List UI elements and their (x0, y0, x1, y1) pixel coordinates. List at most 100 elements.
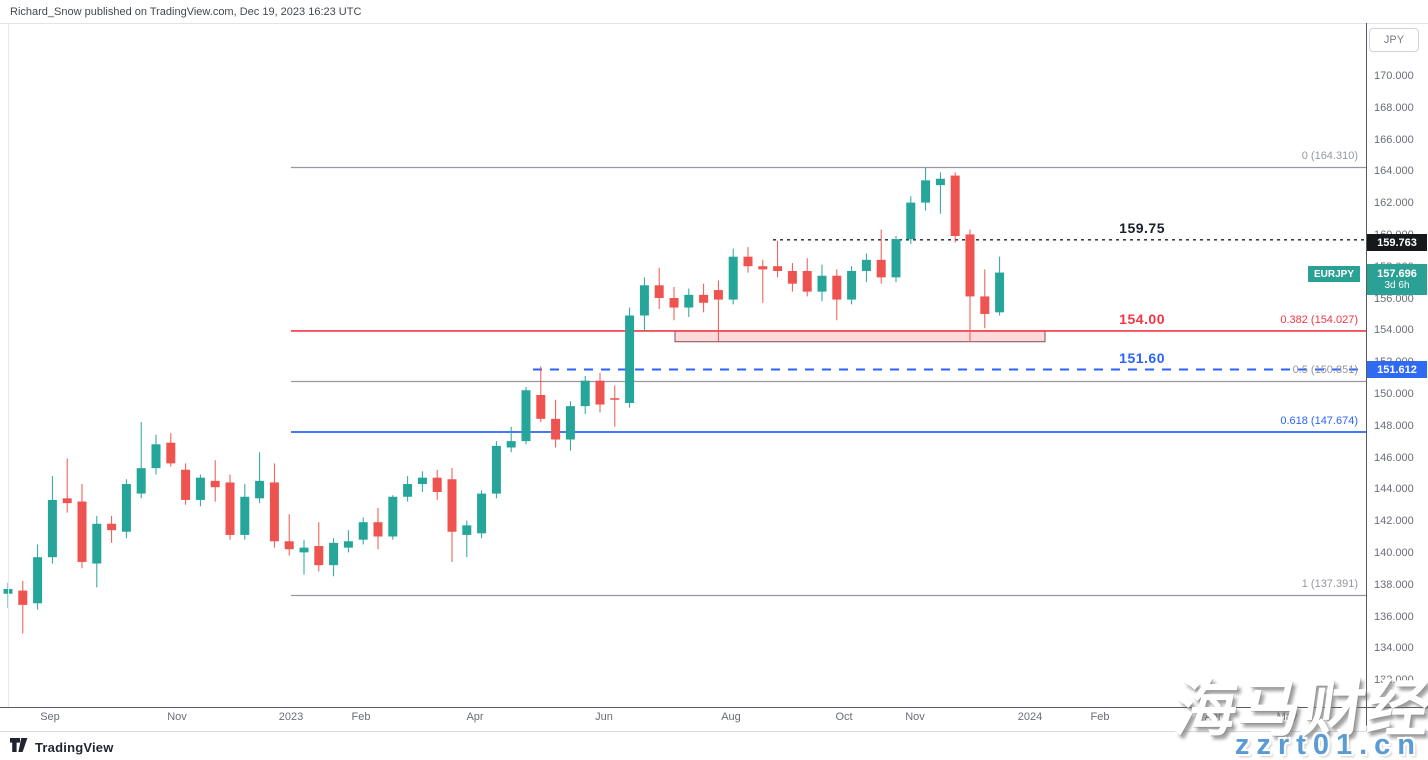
candle-body (595, 380, 605, 405)
candle-body (255, 480, 265, 499)
candle-body (18, 590, 28, 605)
time-tick-2024: 2024 (1017, 711, 1043, 723)
candle-body (329, 542, 339, 566)
time-tick-aug: Aug (721, 711, 741, 723)
tradingview-logo-icon (10, 738, 29, 757)
candle-body (47, 499, 57, 558)
candle-body (802, 270, 812, 292)
price-tick: 136.000 (1374, 610, 1414, 623)
fib-0382-price-label: 154.00 (1119, 310, 1165, 327)
price-tick: 164.000 (1374, 165, 1414, 178)
price-tick: 162.000 (1374, 197, 1414, 210)
candle-body (965, 234, 975, 297)
price-tick: 142.000 (1374, 515, 1414, 528)
tradingview-logo-text: TradingView (35, 740, 114, 755)
time-tick-2023: 2023 (278, 711, 304, 723)
price-tick: 168.000 (1374, 101, 1414, 114)
candle-body (995, 272, 1005, 313)
price-tick: 170.000 (1374, 70, 1414, 82)
price-tick: 134.000 (1374, 642, 1414, 655)
line-159-75-price-label: 159.75 (1119, 219, 1165, 236)
candle-body (314, 546, 324, 566)
candle-body (906, 202, 916, 240)
candle-body (565, 406, 575, 440)
symbol-badge: EURJPY (1307, 266, 1360, 282)
candle-body (92, 523, 102, 564)
candle-body (684, 294, 694, 308)
candle-body (299, 547, 309, 553)
time-tick-sep: Sep (40, 711, 60, 723)
candle-body (773, 266, 783, 271)
header-divider (0, 23, 1428, 24)
candle-body (758, 266, 768, 270)
last-price-value: 157.696 (1377, 267, 1417, 280)
candle-body (343, 541, 353, 548)
candle-body (33, 557, 43, 604)
candle-body (891, 239, 901, 278)
candle-body (166, 442, 176, 464)
time-axis-line (0, 707, 1428, 708)
candle-body (432, 477, 442, 492)
price-tick: 148.000 (1374, 419, 1414, 432)
candle-body (506, 441, 516, 448)
candle-body (210, 480, 220, 488)
candle-body (388, 496, 398, 537)
time-tick-oct: Oct (835, 711, 853, 723)
time-tick-feb: Feb (1090, 711, 1110, 723)
candle-body (861, 259, 871, 271)
candle-body (536, 395, 546, 419)
candle-body (639, 285, 649, 316)
candle-body (935, 178, 945, 186)
candle-body (181, 469, 191, 500)
candle-body (876, 259, 886, 278)
candle-body (625, 315, 635, 403)
candle-body (62, 498, 72, 504)
candle-body (491, 445, 501, 494)
fib-0618-label: 0.618 (147.674) (1280, 414, 1358, 427)
candle-body (151, 444, 161, 469)
candle-body (477, 493, 487, 534)
price-tick: 132.000 (1374, 674, 1414, 687)
price-tick: 154.000 (1374, 324, 1414, 337)
price-tick: 144.000 (1374, 483, 1414, 496)
candle-body (107, 523, 117, 531)
fib-1-label: 1 (137.391) (1301, 578, 1358, 591)
candle-body (669, 298, 679, 308)
candle-body (462, 525, 472, 535)
price-tick: 140.000 (1374, 547, 1414, 559)
candle-body (284, 541, 294, 550)
candle-body (417, 477, 427, 485)
last-price-badge: 157.696 3d 6h (1367, 264, 1427, 295)
price-tick: 146.000 (1374, 451, 1414, 464)
candle-body (240, 496, 250, 535)
time-tick-nov: Nov (905, 711, 925, 723)
currency-toggle-button[interactable]: JPY (1369, 28, 1419, 52)
candle-body (121, 484, 131, 532)
candle-body (832, 275, 842, 300)
candle-body (921, 180, 931, 203)
footer-divider (0, 731, 1428, 732)
time-tick-jun: Jun (595, 711, 613, 723)
fib-05-label: 0.5 (150.851) (1292, 364, 1358, 377)
candle-body (580, 380, 590, 407)
candle-body (847, 270, 857, 300)
time-tick-apr: Apr (466, 711, 484, 723)
time-tick-feb: Feb (351, 711, 371, 723)
candle-body (654, 285, 664, 299)
candle-body (358, 522, 368, 540)
candle-body (195, 477, 205, 500)
candle-body (728, 256, 738, 300)
tradingview-logo[interactable]: TradingView (10, 738, 114, 757)
publish-byline: Richard_Snow published on TradingView.co… (10, 6, 362, 18)
candle-body (713, 290, 723, 300)
plot-left-border (8, 23, 9, 707)
candle-body (610, 398, 620, 400)
candle-body (743, 256, 753, 267)
price-label-151-612: 151.612 (1367, 361, 1427, 378)
candle-body (521, 390, 531, 442)
price-chart-canvas[interactable] (0, 23, 1366, 707)
watermark-url: zzrt01.cn (1234, 729, 1422, 760)
candle-body (77, 501, 87, 562)
time-tick-nov: Nov (167, 711, 187, 723)
candle-body (136, 468, 146, 494)
